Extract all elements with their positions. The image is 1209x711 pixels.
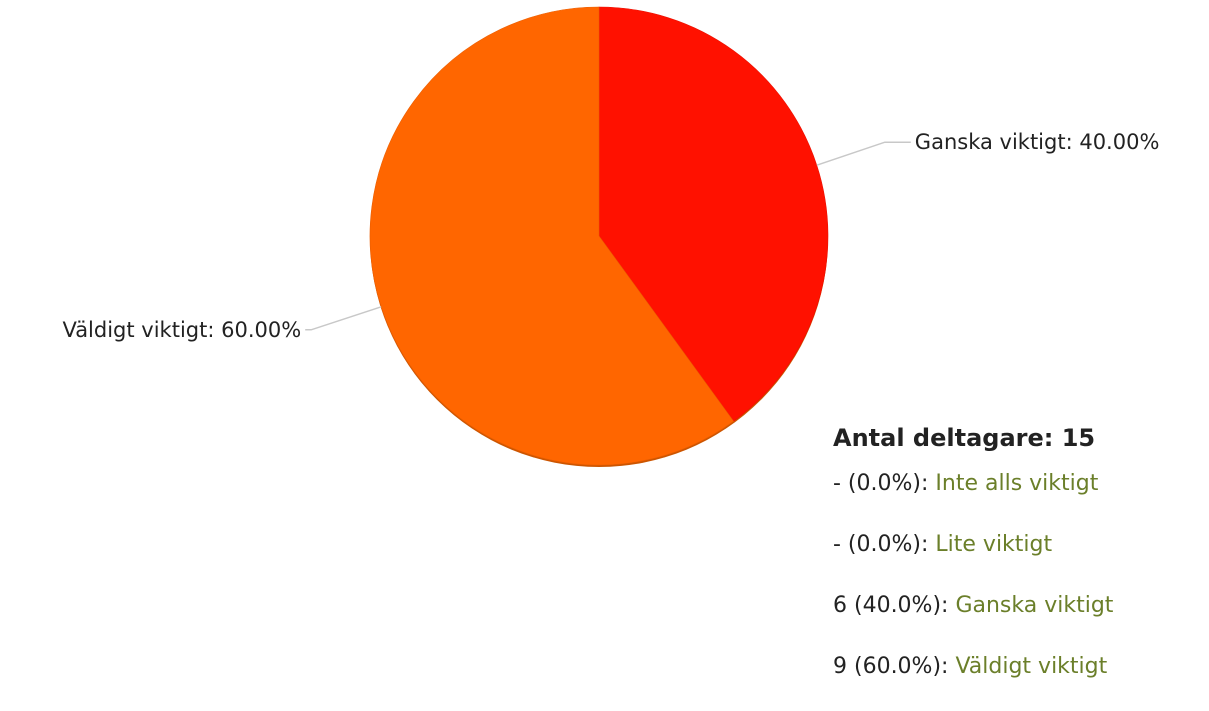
slice-label: Ganska viktigt: 40.00% xyxy=(915,130,1160,154)
participant-count: Antal deltagare: 15 xyxy=(833,424,1096,452)
slice-label: Väldigt viktigt: 60.00% xyxy=(62,318,301,342)
row-answer: Väldigt viktigt xyxy=(955,654,1108,679)
row-answer: Lite viktigt xyxy=(935,532,1053,557)
row-count: - (0.0%): xyxy=(833,471,936,496)
row-answer: Inte alls viktigt xyxy=(935,471,1099,496)
row-answer: Ganska viktigt xyxy=(955,593,1114,618)
row-count: 9 (60.0%): xyxy=(833,654,956,679)
summary-row: - (0.0%): Lite viktigt xyxy=(833,522,1113,583)
slice-leader-line xyxy=(305,306,382,331)
row-count: 6 (40.0%): xyxy=(833,593,956,618)
row-count: - (0.0%): xyxy=(833,532,936,557)
response-summary: Antal deltagare: 15 - (0.0%): Inte alls … xyxy=(833,415,1113,705)
summary-row: - (0.0%): Inte alls viktigt xyxy=(833,461,1113,522)
summary-row: 6 (40.0%): Ganska viktigt xyxy=(833,583,1113,644)
slice-leader-line xyxy=(816,141,911,166)
summary-row: 9 (60.0%): Väldigt viktigt xyxy=(833,644,1113,705)
pie-slice[interactable] xyxy=(598,6,829,422)
pie-slice[interactable] xyxy=(369,6,735,466)
